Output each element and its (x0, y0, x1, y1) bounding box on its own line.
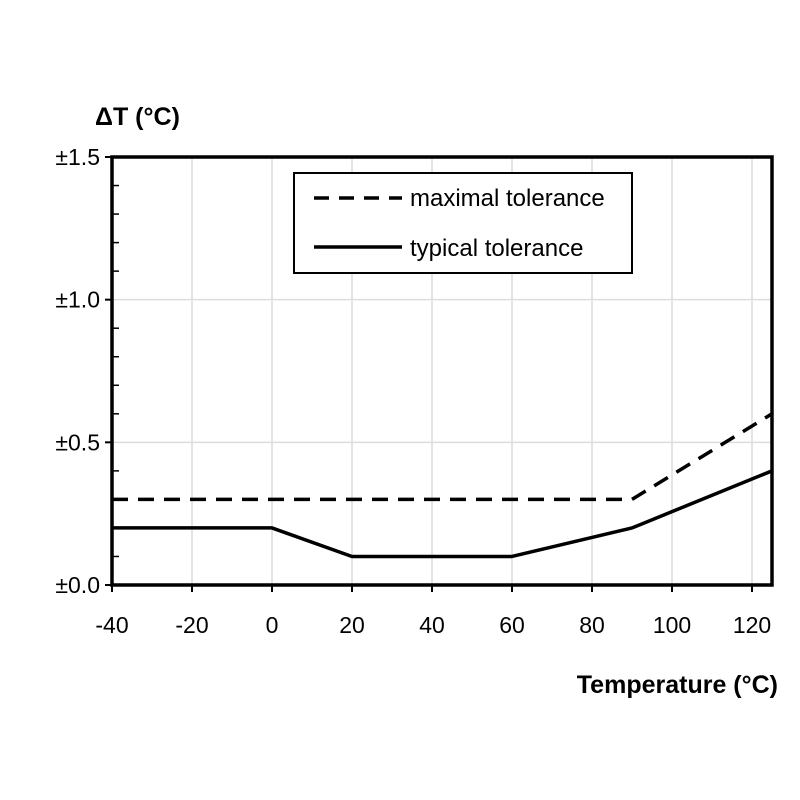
series-line-maximal-tolerance (112, 412, 773, 502)
y-axis-label: ΔT (°C) (95, 103, 180, 131)
x-tick-label: 120 (733, 612, 771, 638)
legend-box (293, 172, 633, 274)
x-tick-label: 60 (499, 612, 525, 638)
y-ticks: ±0.0 ±0.5 ±1.0 ±1.5 (55, 144, 112, 598)
series-lines (112, 412, 773, 559)
y-tick-label: ±1.0 (55, 287, 100, 313)
x-tick-label: 100 (653, 612, 691, 638)
plot-frame (110, 155, 774, 587)
series-line-typical-tolerance (112, 469, 773, 559)
legend-label-typical: typical tolerance (410, 235, 583, 262)
x-tick-label: 40 (419, 612, 445, 638)
legend: maximal tolerance typical tolerance (293, 172, 633, 274)
y-tick-label: ±0.5 (55, 429, 100, 455)
x-tick-label: 20 (339, 612, 365, 638)
x-tick-label: 0 (266, 612, 279, 638)
x-ticks: -40 -20 0 20 40 60 80 100 120 (95, 585, 771, 638)
y-tick-label: ±1.5 (55, 144, 100, 170)
x-tick-label: 80 (579, 612, 605, 638)
x-axis-label: Temperature (°C) (577, 671, 778, 699)
x-tick-label: -20 (175, 612, 208, 638)
legend-label-maximal: maximal tolerance (410, 185, 605, 212)
y-tick-label: ±0.0 (55, 572, 100, 598)
x-tick-label: -40 (95, 612, 128, 638)
